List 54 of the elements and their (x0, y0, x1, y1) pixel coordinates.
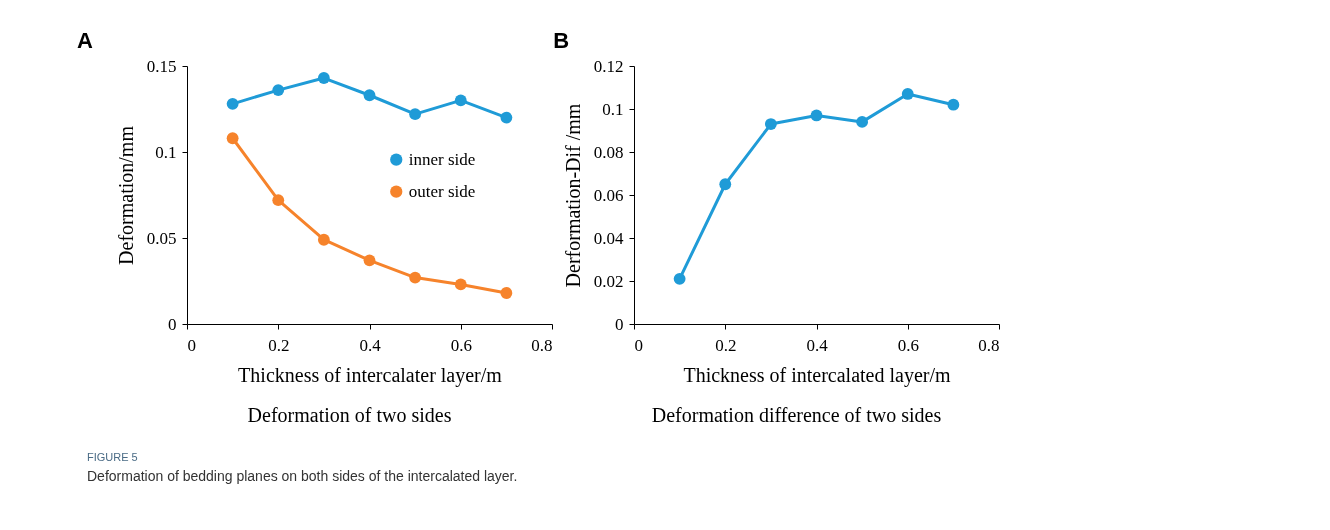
x-tick-label: 0 (187, 335, 196, 355)
x-axis-title: Thickness of intercalated layer/m (683, 363, 951, 387)
point (500, 287, 513, 299)
point (454, 278, 467, 291)
point (764, 118, 777, 130)
y-tick-label: 0.06 (593, 185, 624, 205)
point (947, 98, 960, 111)
x-tick-label: 0.2 (715, 335, 737, 355)
text: Deformation of two sides (247, 404, 452, 426)
y-tick-label: 0 (168, 314, 177, 334)
point (856, 116, 869, 128)
text: Deformation of bedding planes on both sides of the intercalated layer. (87, 468, 518, 484)
point (719, 178, 732, 191)
point (500, 111, 513, 124)
point (454, 94, 467, 107)
x-tick-label: 0.2 (268, 335, 290, 355)
chart-title: B (553, 28, 570, 53)
point (272, 84, 285, 96)
x-tick-label: 0.4 (359, 335, 382, 355)
y-tick-label: 0.15 (146, 56, 177, 76)
y-tick-label: 0.04 (593, 228, 624, 248)
caption: FIGURE 5 (87, 451, 138, 463)
legend-label: inner side (408, 149, 476, 169)
y-tick-label: 0.05 (146, 228, 177, 248)
y-tick-label: 0 (615, 314, 624, 334)
point (226, 132, 239, 145)
x-axis-title: Thickness of intercalater layer/m (238, 363, 503, 387)
chart-title: A (77, 28, 93, 53)
point (901, 88, 914, 100)
y-tick-label: 0.08 (593, 142, 624, 162)
x-tick-label: 0.4 (806, 335, 829, 355)
x-tick-label: 0.6 (897, 335, 919, 355)
point (317, 233, 330, 246)
point (363, 254, 376, 267)
point (409, 108, 422, 121)
y-tick-label: 0.02 (593, 271, 624, 291)
x-tick-label: 0.8 (978, 335, 1000, 355)
point (409, 271, 422, 284)
y-axis-title: Derformation-Dif /mm (561, 103, 584, 288)
y-tick-label: 0.12 (593, 56, 624, 76)
text: Deformation difference of two sides (651, 404, 942, 426)
y-axis-title: Deformation/mm (114, 125, 137, 265)
y-tick-label: 0.1 (602, 99, 624, 119)
y-tick-label: 0.1 (155, 142, 177, 162)
x-tick-label: 0 (634, 335, 643, 355)
x-tick-label: 0.8 (531, 335, 553, 355)
point (810, 109, 823, 122)
point (317, 72, 330, 84)
x-tick-label: 0.6 (450, 335, 472, 355)
legend-label: outer side (408, 181, 476, 201)
point (363, 89, 376, 102)
point (272, 194, 285, 207)
point (673, 272, 686, 285)
point (226, 97, 239, 110)
